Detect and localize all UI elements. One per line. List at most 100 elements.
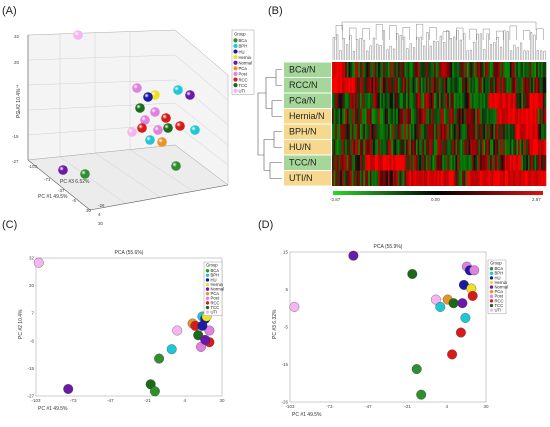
- dendro-branch: [526, 50, 529, 60]
- data-point-sphere: [161, 113, 171, 123]
- x-tick-label: 30: [483, 404, 489, 409]
- grid-3d: [27, 31, 229, 204]
- heatmap-cell: [348, 93, 351, 109]
- heatmap-cell: [463, 108, 466, 124]
- heatmap-cell: [468, 124, 471, 140]
- heatmap-cell: [447, 155, 450, 171]
- heatmap-cell: [425, 139, 428, 155]
- heatmap-cell: [457, 93, 460, 109]
- z-tick: 32: [14, 34, 20, 39]
- heatmap-cell: [501, 108, 504, 124]
- heatmap-cell: [468, 77, 471, 93]
- data-point: [447, 349, 458, 360]
- heatmap-cell: [539, 170, 542, 186]
- heatmap-cell: [445, 108, 448, 124]
- heatmap-cell: [494, 155, 497, 171]
- x-tick-label: 4: [184, 398, 187, 403]
- heatmap-cell: [501, 124, 504, 140]
- heatmap-cell: [437, 93, 440, 109]
- y-tick-label: -6: [30, 338, 34, 343]
- heatmap-cell: [391, 62, 394, 78]
- heatmap-cell: [414, 77, 417, 93]
- heatmap-cell: [513, 108, 516, 124]
- dendro-branch: [352, 51, 355, 60]
- heatmap-cell: [346, 62, 349, 78]
- dendro-branch: [479, 33, 482, 60]
- legend-swatch: [233, 83, 238, 88]
- heatmap-cell: [378, 93, 381, 109]
- heatmap-cell: [415, 124, 418, 140]
- heatmap-cell: [471, 77, 474, 93]
- heatmap-cell: [460, 93, 463, 109]
- heatmap-cell: [434, 62, 437, 78]
- y-tick-label: 20: [29, 283, 35, 288]
- dendro-branch: [349, 35, 352, 60]
- heatmap-cell: [499, 93, 502, 109]
- heatmap-cell: [475, 62, 478, 78]
- heatmap-cell: [486, 139, 489, 155]
- heatmap-cell: [488, 93, 491, 109]
- heatmap-cell: [439, 93, 441, 109]
- heatmap-cell: [387, 108, 390, 124]
- legend-swatch: [233, 60, 238, 65]
- heatmap-cell: [378, 62, 381, 78]
- dendro-branch: [349, 27, 357, 40]
- dendro-branch: [490, 44, 492, 60]
- legend-entry: HU: [239, 49, 245, 54]
- heatmap-cell: [338, 62, 341, 78]
- heatmap-cell: [396, 124, 399, 140]
- heatmap-cell: [358, 62, 361, 78]
- heatmap-cell: [521, 139, 524, 155]
- heatmap-cell: [361, 108, 364, 124]
- dendro-branch: [476, 33, 479, 60]
- heatmap-cell: [503, 170, 506, 186]
- heatmap-cell: [486, 93, 489, 109]
- heatmap-cell: [427, 62, 430, 78]
- heatmap-cell: [351, 77, 354, 93]
- legend-entry: UTI: [239, 89, 246, 94]
- legend-entry: RCC: [239, 77, 248, 82]
- heatmap-cell: [466, 77, 469, 93]
- heatmap-cell: [341, 93, 344, 109]
- heatmap-cell: [356, 170, 359, 186]
- legend-swatch: [233, 49, 238, 54]
- heatmap-cell: [389, 62, 392, 78]
- heatmap-cell: [333, 155, 336, 171]
- heatmap-cell: [396, 77, 399, 93]
- heatmap-cell: [501, 62, 504, 78]
- heatmap-cell: [493, 155, 496, 171]
- legend-swatch: [233, 38, 238, 43]
- heatmap-cell: [374, 77, 377, 93]
- heatmap-cell: [480, 108, 483, 124]
- heatmap-cell: [434, 77, 437, 93]
- data-point-sphere: [175, 121, 185, 131]
- legend-entry: TCC: [211, 305, 220, 310]
- heatmap-cell: [455, 139, 458, 155]
- heatmap-cell: [434, 93, 437, 109]
- heatmap-cell: [486, 124, 489, 140]
- heatmap-cell: [394, 139, 397, 155]
- heatmap-cell: [529, 77, 532, 93]
- dendro-branch: [269, 162, 282, 179]
- heatmap-cell: [466, 139, 469, 155]
- heatmap-cell: [544, 93, 547, 109]
- heatmap-cell: [401, 77, 404, 93]
- dendro-branch: [496, 37, 499, 60]
- heatmap-cell: [346, 108, 349, 124]
- heatmap-cell: [332, 108, 334, 124]
- heatmap-cell: [345, 77, 348, 93]
- heatmap-cell: [452, 108, 455, 124]
- heatmap-cell: [348, 139, 351, 155]
- dendro-branch: [523, 50, 526, 60]
- heatmap-cell: [366, 77, 369, 93]
- heatmap-cell: [526, 124, 529, 140]
- heatmap-cell: [364, 108, 367, 124]
- heatmap-cell: [417, 62, 420, 78]
- y-axis-label: PC #3 6.52%: [60, 179, 90, 185]
- heatmap-cell: [440, 93, 443, 109]
- heatmap-cell: [527, 62, 530, 78]
- heatmap-cell: [481, 124, 484, 140]
- heatmap-cell: [491, 62, 494, 78]
- heatmap-cell: [348, 124, 351, 140]
- x-tick-label: -103: [31, 398, 41, 403]
